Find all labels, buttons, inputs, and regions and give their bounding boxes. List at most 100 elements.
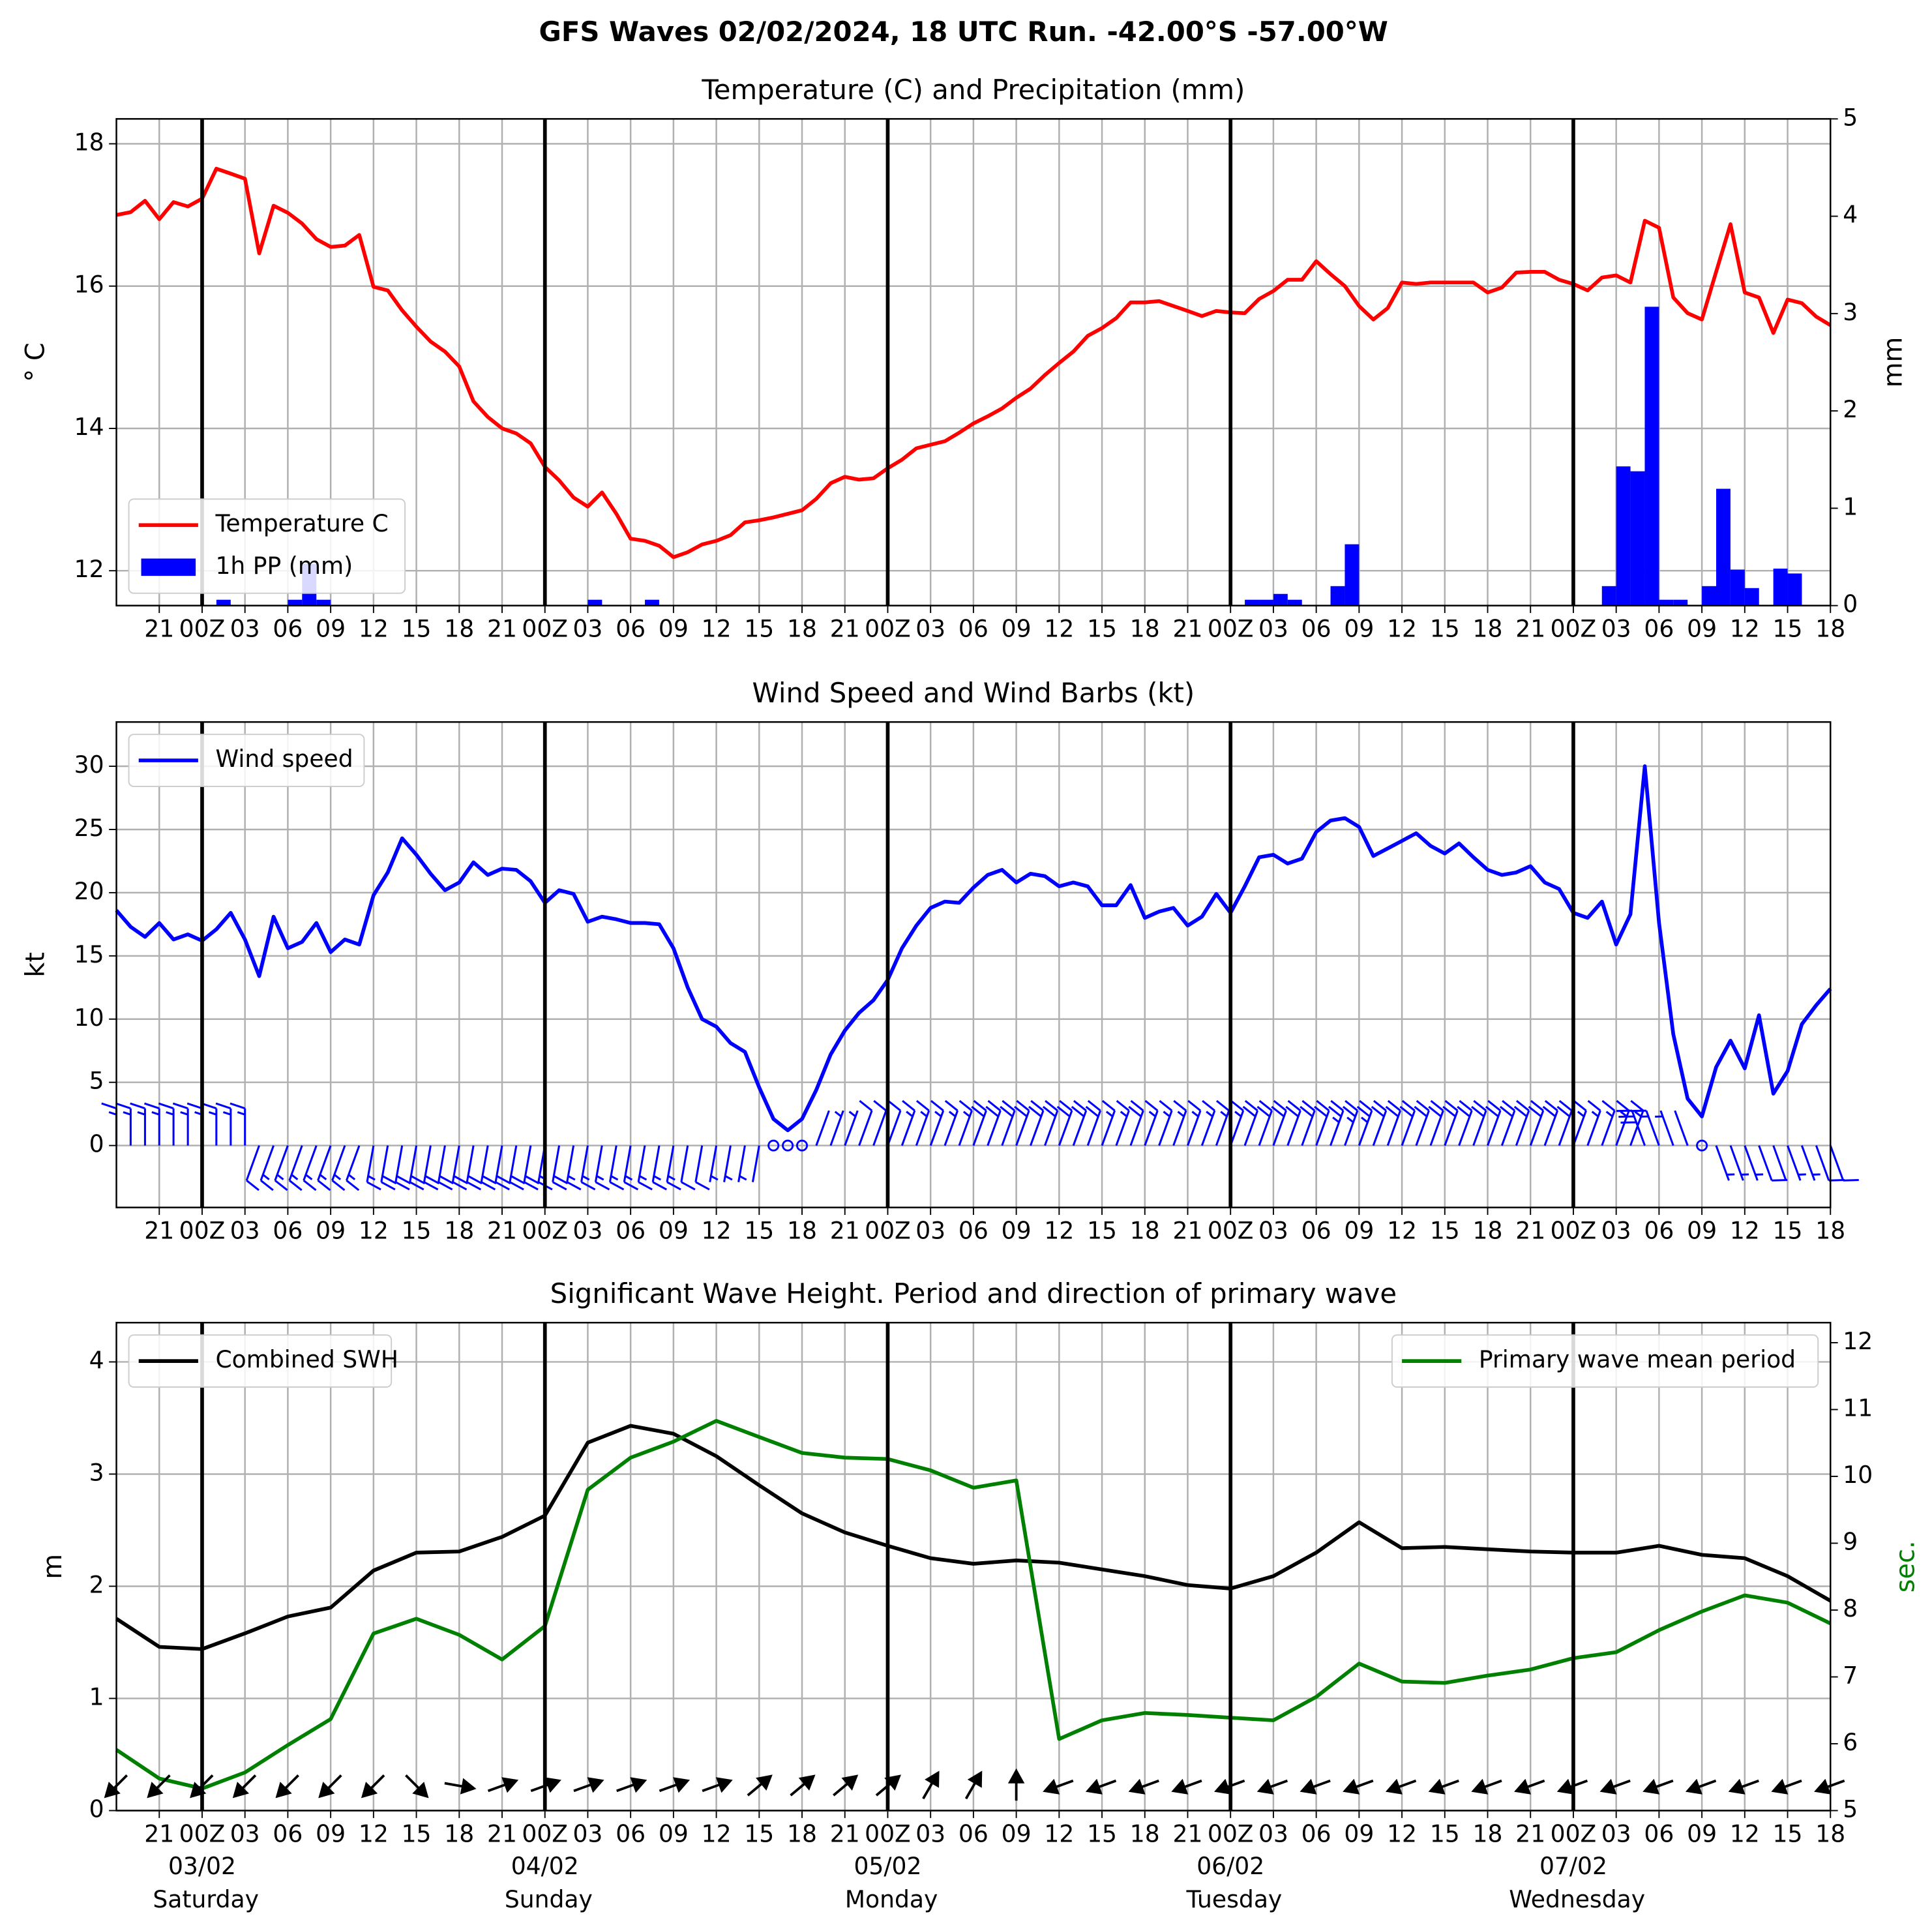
y-tick-label: 0 <box>89 1795 104 1823</box>
wave-direction-arrow <box>573 1777 604 1793</box>
wind-barb <box>523 1145 540 1191</box>
x-tick-label: 00Z <box>1208 616 1254 643</box>
wave-direction-arrow <box>275 1774 299 1799</box>
wind-barb <box>1542 1099 1559 1146</box>
wind-barb <box>230 1102 246 1146</box>
x-tick-label: 00Z <box>1551 1820 1597 1847</box>
x-tick-label: 03 <box>572 1217 602 1245</box>
x-tick-label: 09 <box>1687 1820 1717 1847</box>
wind-barb <box>346 1145 361 1191</box>
wind-barb <box>1499 1099 1516 1146</box>
wind-barb <box>694 1145 710 1191</box>
wind-barb <box>303 1145 318 1191</box>
wind-barb <box>1729 1145 1749 1181</box>
wind-barb <box>1187 1099 1202 1146</box>
date-label: 03/02 <box>168 1853 236 1880</box>
x-tick-label: 00Z <box>522 1820 568 1847</box>
bar <box>1644 306 1659 606</box>
x-tick-label: 09 <box>316 616 346 643</box>
wind-barb <box>1674 1110 1689 1146</box>
wave-direction-arrow <box>444 1778 477 1795</box>
wave-direction-arrow <box>833 1774 859 1797</box>
x-tick-label: 03 <box>1601 616 1631 643</box>
wind-barb <box>1215 1099 1230 1146</box>
x-tick-label: 03 <box>572 1820 602 1847</box>
x-tick-label: 21 <box>830 1820 860 1847</box>
x-tick-label: 15 <box>1087 1820 1117 1847</box>
wind-barb <box>466 1145 483 1191</box>
wind-barb <box>1399 1099 1416 1146</box>
x-tick-label: 06 <box>616 1820 646 1847</box>
chart-title: Temperature (C) and Precipitation (mm) <box>701 74 1245 106</box>
x-tick-label: 18 <box>1130 1217 1160 1245</box>
wave-direction-arrow <box>232 1774 257 1799</box>
x-tick-label: 09 <box>659 1217 689 1245</box>
x-tick-label: 00Z <box>522 616 568 643</box>
x-tick-label: 12 <box>1044 616 1074 643</box>
wind-barb <box>566 1145 582 1191</box>
wind-barb <box>1172 1099 1187 1146</box>
wave-direction-arrow <box>1385 1778 1417 1795</box>
wind-barb <box>451 1145 468 1191</box>
y2-tick-label: 4 <box>1843 202 1858 229</box>
y2-tick-label: 2 <box>1843 396 1858 423</box>
wind-barb <box>1101 1099 1116 1146</box>
wind-barb <box>680 1145 696 1191</box>
x-tick-label: 12 <box>1387 1217 1417 1245</box>
wind-barb <box>288 1145 303 1191</box>
x-tick-label: 00Z <box>179 1820 226 1847</box>
x-tick-label: 15 <box>1773 1217 1803 1245</box>
wind-barb <box>172 1102 189 1146</box>
bar <box>1630 471 1645 606</box>
wind-barb <box>971 1099 987 1146</box>
day-label: Saturday <box>153 1886 259 1913</box>
wind-barb <box>317 1145 332 1191</box>
x-tick-label: 06 <box>1301 1820 1331 1847</box>
wind-barb <box>623 1145 639 1191</box>
wind-barb-calm <box>767 1139 780 1152</box>
wind-barb <box>366 1145 381 1191</box>
wind-barb <box>245 1145 260 1191</box>
wind-barb <box>1071 1099 1088 1146</box>
x-tick-label: 09 <box>1002 616 1032 643</box>
bar <box>1659 599 1674 606</box>
y2-tick-label: 5 <box>1843 104 1858 131</box>
day-label: Wednesday <box>1509 1886 1645 1913</box>
wind-barb <box>201 1102 218 1146</box>
wind-barb <box>1128 1099 1144 1146</box>
bar <box>1287 599 1302 606</box>
wind-barb-calm <box>782 1139 794 1152</box>
day-label: Monday <box>845 1886 938 1913</box>
x-tick-label: 15 <box>1087 616 1117 643</box>
chart-title: Wind Speed and Wind Barbs (kt) <box>752 677 1195 709</box>
x-tick-label: 21 <box>487 1820 517 1847</box>
x-tick-label: 18 <box>1815 1820 1845 1847</box>
y2-tick-label: 5 <box>1843 1795 1858 1823</box>
x-tick-label: 12 <box>1730 1217 1760 1245</box>
wind-barb <box>158 1102 175 1146</box>
wave-direction-arrow <box>1728 1778 1759 1795</box>
wind-barb <box>594 1145 610 1191</box>
legend-label: Wind speed <box>215 745 353 773</box>
wave-direction-arrow <box>1007 1768 1025 1801</box>
x-tick-label: 06 <box>616 616 646 643</box>
wind-barb <box>1229 1099 1245 1146</box>
x-tick-label: 15 <box>1773 616 1803 643</box>
y-tick-label: 14 <box>74 413 104 441</box>
x-tick-label: 12 <box>1387 616 1417 643</box>
x-tick-label: 03 <box>1258 1820 1288 1847</box>
wind-barb <box>915 1099 930 1146</box>
bar <box>1730 569 1745 606</box>
x-tick-label: 03 <box>1258 616 1288 643</box>
wind-barb <box>737 1145 747 1182</box>
wind-barb <box>651 1145 667 1191</box>
wind-barb <box>1772 1145 1787 1181</box>
x-tick-label: 03 <box>230 1820 260 1847</box>
bar <box>1259 599 1273 606</box>
y2-tick-label: 8 <box>1843 1595 1858 1622</box>
plot-frame <box>115 721 1832 1208</box>
wind-barb <box>1385 1099 1402 1146</box>
wave-direction-arrow <box>405 1774 429 1799</box>
